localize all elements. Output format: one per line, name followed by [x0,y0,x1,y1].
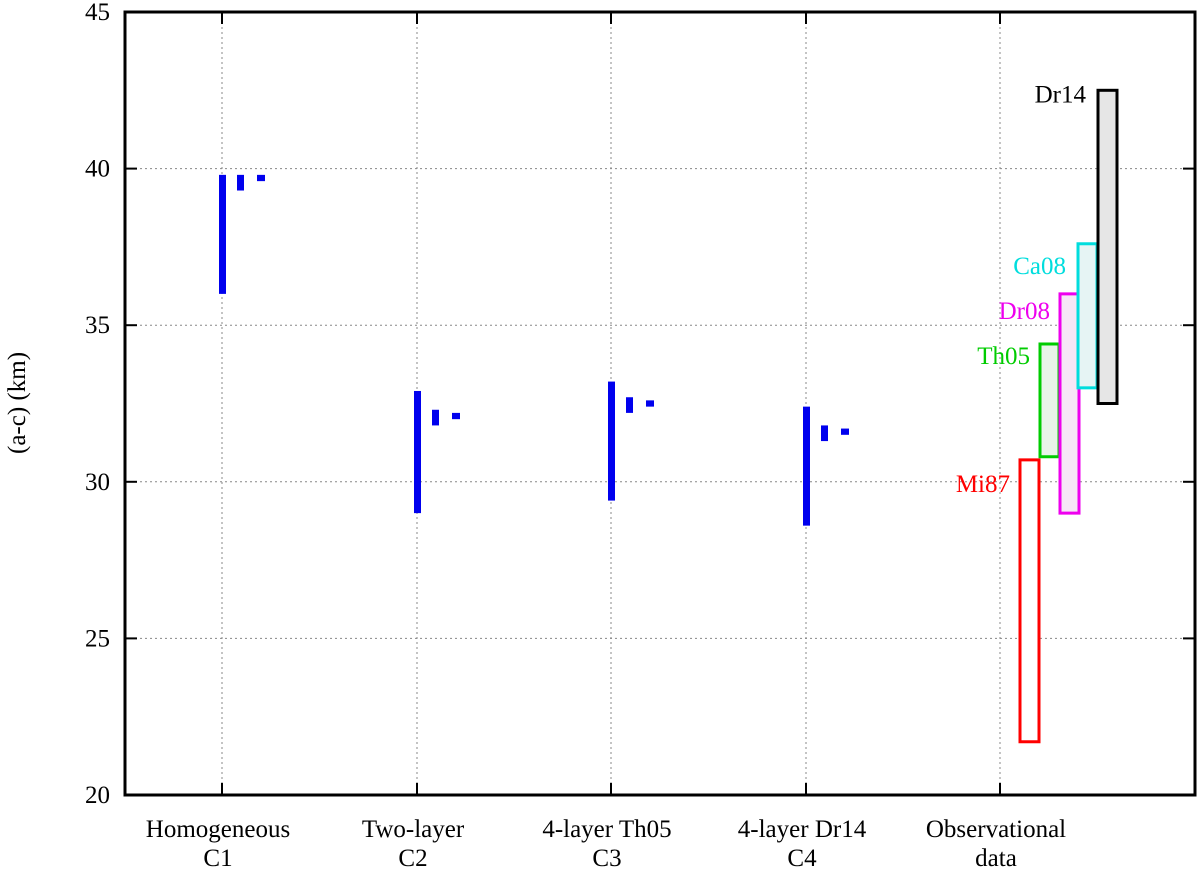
y-tick-labels: 20 25 30 35 40 45 [85,0,110,809]
y-axis-title: (a-c) (km) [4,352,31,454]
model-range-bar [257,174,265,182]
y-tick-label: 25 [85,625,110,652]
model-range-bars [219,174,849,526]
model-range-bar [237,174,244,191]
y-tick-label: 35 [85,312,110,339]
model-range-bar [414,390,421,514]
model-range-bar [841,428,849,435]
model-range-bar [803,406,810,526]
observation-box [1038,342,1061,459]
observation-boxes [1018,88,1119,744]
category-label-line1: Homogeneous [146,816,290,843]
category-label-line2: C1 [203,845,232,871]
observation-box [1018,458,1041,744]
category-label-line1: 4-layer Dr14 [738,816,867,843]
observation-box [1058,292,1081,515]
category-label-line2: C2 [398,845,427,871]
observation-labels: Mi87 Th05 Dr08 Ca08 Dr14 [956,81,1087,498]
model-range-bar [219,174,226,294]
observation-label: Mi87 [956,471,1010,498]
model-range-bar [821,425,828,442]
observation-label: Dr14 [1035,81,1087,108]
model-range-bar [432,409,439,426]
category-label-line1: 4-layer Th05 [542,816,671,843]
model-range-bar [452,412,460,420]
plot-frame [123,10,1197,797]
observation-box [1076,242,1099,390]
observation-box [1096,88,1119,406]
y-tick-label: 30 [85,469,110,496]
y-tick-label: 45 [85,0,110,26]
axis-ticks [125,11,1195,796]
category-label-line1: Two-layer [362,816,465,843]
model-range-bar [608,381,615,501]
category-label-line2: C4 [787,845,817,871]
model-range-bar [646,400,654,407]
observation-label: Ca08 [1013,253,1066,280]
category-label-line1: Observational [926,816,1066,843]
model-range-bar [626,397,633,413]
category-label-line2: data [975,845,1017,871]
observation-label: Th05 [977,343,1030,370]
category-label-line2: C3 [592,845,621,871]
y-tick-label: 20 [85,782,110,809]
observation-label: Dr08 [999,298,1050,325]
y-tick-label: 40 [85,156,110,183]
